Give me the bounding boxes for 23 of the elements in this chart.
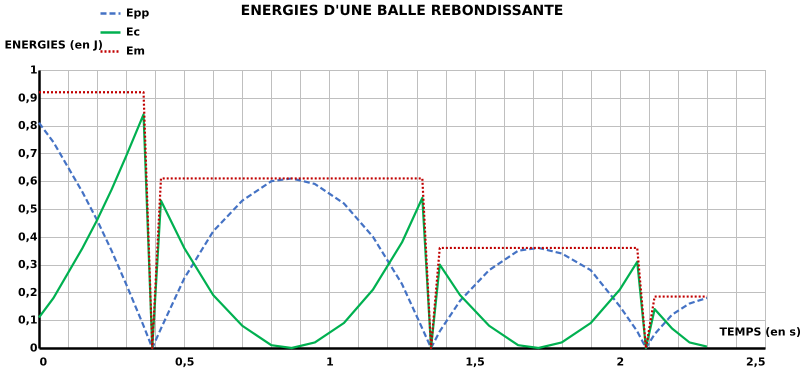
legend-label: Em: [126, 44, 145, 58]
x-tick-label: 2,5: [746, 356, 766, 368]
x-tick-label: 1,5: [465, 356, 485, 368]
y-tick-label: 1: [30, 64, 38, 76]
y-tick-label: 0,3: [18, 258, 38, 272]
chart-title: ENERGIES D'UNE BALLE REBONDISSANTE: [240, 3, 564, 19]
y-tick-label: 0,4: [18, 230, 38, 244]
x-tick-label: 0,5: [174, 356, 194, 368]
y-tick-label: 0,8: [18, 119, 38, 132]
y-tick-label: 0,2: [18, 286, 38, 299]
legend-label: Epp: [126, 6, 150, 20]
x-tick-label: 0: [40, 356, 48, 368]
x-tick-label: 1: [326, 356, 334, 368]
y-tick-label: 0,5: [18, 202, 38, 216]
y-tick-label: 0,9: [18, 91, 38, 104]
y-tick-label: 0: [30, 342, 38, 354]
x-axis-title: TEMPS (en s): [720, 326, 800, 338]
y-axis-title: ENERGIES (en J): [4, 38, 103, 52]
x-tick-label: 2: [616, 356, 624, 368]
y-tick-label: 0,1: [18, 314, 38, 327]
y-tick-label: 0,6: [18, 174, 38, 188]
legend-label: Ec: [126, 26, 140, 38]
y-tick-label: 0,7: [18, 146, 38, 160]
